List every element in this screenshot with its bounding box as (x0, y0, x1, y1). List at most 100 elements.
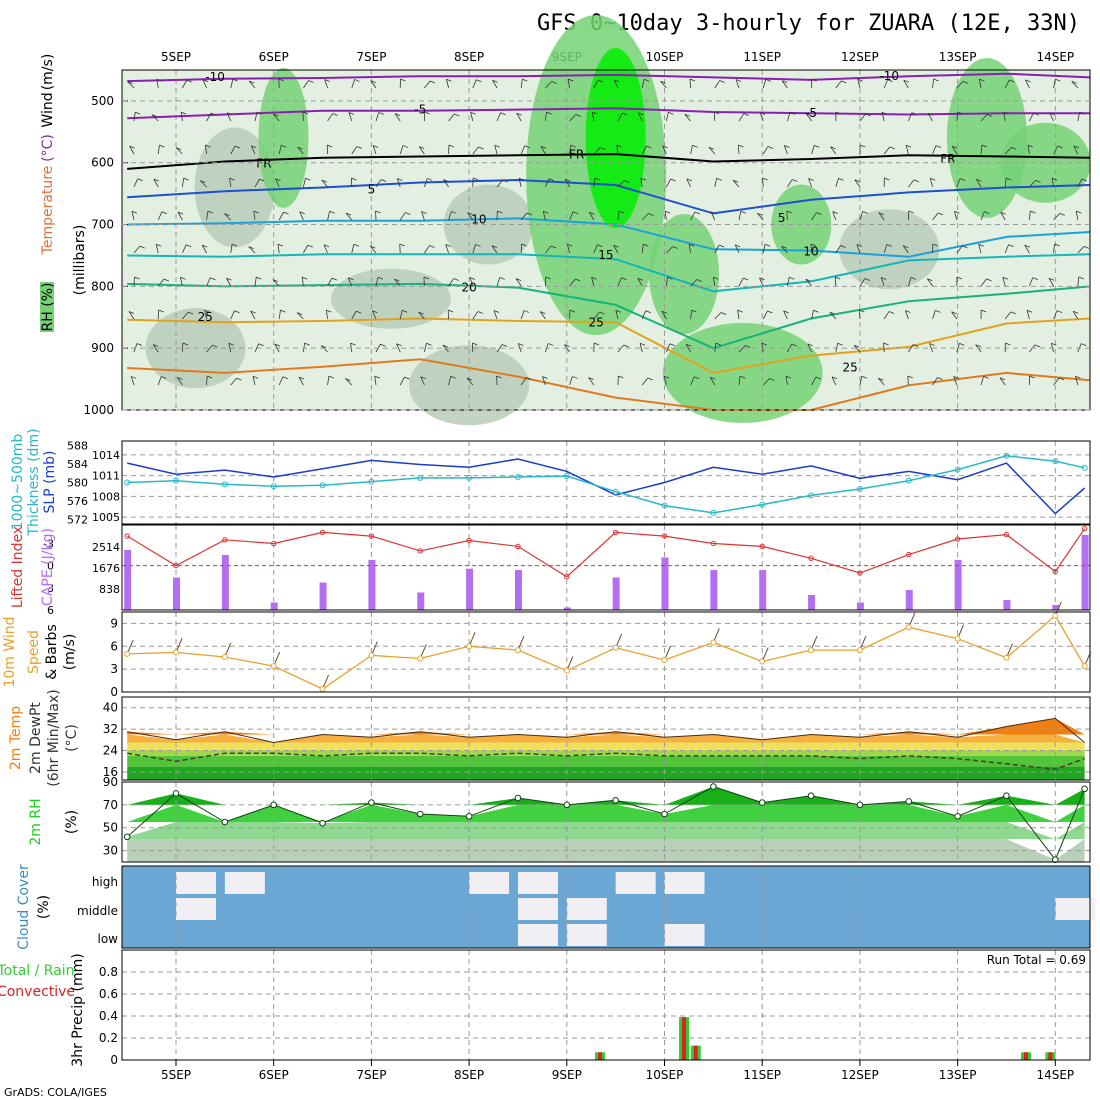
wind-barb-flag (226, 277, 232, 281)
wind-barb-flag (204, 309, 210, 313)
wind-barb (230, 310, 235, 320)
wind-barb (762, 310, 768, 320)
wind-barb (1072, 311, 1079, 320)
cloud-level-label: low (98, 932, 119, 946)
wind-barb-flag (622, 112, 628, 116)
wind-barb-flag (394, 278, 400, 282)
wind-barb (469, 277, 474, 287)
cape-bar (1081, 535, 1089, 610)
wind-barb (1029, 277, 1034, 287)
wind-barb-flag (476, 79, 482, 83)
wind-barb-flag (347, 277, 354, 281)
wind-barb-flag (356, 146, 362, 149)
wind-barb (133, 112, 136, 122)
wind-barb (206, 112, 212, 122)
wind-barb (738, 345, 746, 353)
wind-barb (690, 310, 693, 320)
temp-tick-label: 40 (103, 701, 118, 715)
precip-conv-bar (693, 1045, 698, 1060)
wind-barb (273, 113, 280, 122)
isotherm-line (127, 72, 1091, 83)
wind-barb (956, 343, 960, 353)
rh-band (127, 804, 1085, 822)
wind-barb-flag (743, 277, 749, 281)
wind-barb-flag (1071, 80, 1077, 84)
wind-barb (229, 178, 232, 188)
wind-barb-flag (205, 144, 211, 148)
wind-barb-flag (645, 310, 651, 314)
wind-barb-flag (321, 179, 327, 183)
wind-barb-flag (640, 177, 646, 181)
cape-bar (221, 555, 229, 610)
wind-barb (467, 212, 474, 221)
wind-barb (613, 245, 619, 254)
wind-barb (662, 145, 667, 155)
wind-speed-line (127, 614, 1086, 690)
rh-point (465, 812, 473, 820)
rh-shade (1000, 122, 1091, 203)
wind-barb (278, 376, 284, 386)
wind-barb-flag (492, 79, 498, 83)
wind-barb (593, 79, 599, 89)
wind-barb-flag (153, 344, 159, 347)
wind-barb-flag (591, 276, 597, 280)
wind-barb-flag (740, 210, 747, 214)
precip-conv-bar (1048, 1052, 1053, 1060)
isotherm-label: 10 (471, 212, 486, 226)
wind-barb-flag (351, 177, 357, 181)
rh-point (758, 799, 766, 806)
wind-barb-flag (380, 343, 386, 347)
precip-conv-bar (682, 1017, 687, 1060)
wind-barb-flag (735, 244, 741, 248)
wind-barb-flag (501, 344, 508, 347)
wind-barb (1050, 343, 1054, 353)
date-label-top: 14SEP (1036, 50, 1074, 64)
lifted-point (759, 543, 765, 550)
wind-barb-flag (806, 113, 812, 117)
wind-barb (1004, 311, 1012, 320)
wind-barb-flag (737, 309, 743, 313)
wind-barb-flag (226, 112, 233, 116)
precip-conv-bar (598, 1052, 603, 1060)
rh-point (270, 801, 278, 809)
wind-barb (496, 179, 503, 188)
wind-barb (956, 112, 959, 122)
wind-barb (206, 277, 211, 287)
wind-barb-flag (548, 178, 555, 182)
wind-barb-flag (281, 144, 287, 148)
rh-tick-label: 50 (103, 821, 118, 835)
wind-speed-point (661, 657, 668, 663)
wind-barb-flag (575, 278, 581, 282)
wind-barb-flag (402, 145, 409, 148)
wind-barb (690, 376, 695, 386)
wind-barb-flag (815, 376, 821, 380)
wind-barb-flag (643, 243, 649, 247)
wind-barb-flag (234, 310, 240, 314)
wind-barb-flag (546, 111, 552, 115)
wind-barb-flag (814, 145, 820, 148)
rh-shade (443, 184, 534, 265)
wind-barb (929, 343, 933, 353)
lifted-point (612, 529, 619, 536)
wind-barb-flag (981, 309, 987, 313)
rh-point (123, 833, 131, 841)
wind-barb-flag (1024, 244, 1030, 248)
wind-barb (472, 311, 479, 320)
wind-barb (323, 244, 328, 254)
wind-barb-flag (153, 178, 159, 182)
credit-text: GrADS: COLA/IGES (4, 1086, 107, 1099)
cloud-high-block (664, 872, 705, 894)
cloud-high-block (176, 872, 216, 894)
wind-barb-flag (202, 244, 208, 248)
wind-barb-flag (930, 177, 936, 181)
wind-barb (641, 213, 649, 221)
wind-barb (593, 311, 600, 320)
rh2m-unit-label: (%) (64, 810, 80, 834)
wind-speed-axis-label: 10m Wind (2, 616, 18, 687)
wind-barb (811, 145, 815, 155)
wind-barb-flag (902, 245, 909, 249)
rh-point (954, 812, 961, 820)
wind-barb (182, 178, 185, 188)
wind-barb (254, 343, 260, 353)
wind-barb-flag (467, 212, 473, 215)
